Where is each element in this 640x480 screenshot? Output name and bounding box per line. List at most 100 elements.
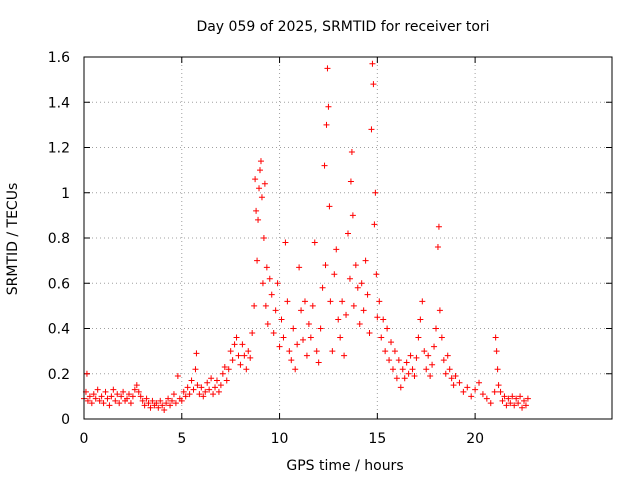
data-point xyxy=(341,352,348,359)
y-axis-label: SRMTID / TECUs xyxy=(5,183,21,296)
data-point xyxy=(245,348,252,355)
data-point xyxy=(325,103,332,110)
data-point xyxy=(147,404,154,411)
data-point xyxy=(446,366,453,373)
data-point xyxy=(260,235,267,241)
data-point xyxy=(301,298,308,305)
data-point xyxy=(237,361,244,368)
data-point xyxy=(515,400,522,407)
data-point xyxy=(300,336,307,343)
data-point xyxy=(256,185,263,192)
data-point xyxy=(104,395,111,402)
data-point xyxy=(417,316,424,323)
data-point xyxy=(388,339,395,346)
data-point xyxy=(219,370,226,377)
data-point xyxy=(233,334,240,341)
data-point xyxy=(184,384,191,391)
data-point xyxy=(247,354,254,361)
data-point xyxy=(98,393,105,400)
data-point xyxy=(503,402,510,409)
data-point xyxy=(198,384,205,391)
data-point xyxy=(294,341,301,348)
data-point xyxy=(409,366,416,373)
data-point xyxy=(448,375,455,382)
data-point xyxy=(391,348,398,355)
data-point xyxy=(278,316,285,323)
data-point xyxy=(143,395,150,402)
data-point xyxy=(94,386,101,393)
data-point xyxy=(317,325,324,332)
y-tick-label: 1.6 xyxy=(48,50,70,66)
data-point xyxy=(378,334,385,341)
data-point xyxy=(257,158,264,165)
data-point xyxy=(120,388,127,395)
data-point xyxy=(272,307,279,314)
data-point xyxy=(440,357,447,364)
data-point xyxy=(425,352,432,359)
data-point xyxy=(100,400,107,407)
data-point xyxy=(395,357,402,364)
data-point xyxy=(450,382,457,389)
data-point xyxy=(88,400,95,407)
x-tick-label: 10 xyxy=(271,431,289,447)
data-point xyxy=(125,391,132,398)
data-point xyxy=(280,334,287,341)
data-point xyxy=(208,375,215,382)
data-point xyxy=(321,162,328,169)
data-point xyxy=(371,221,378,228)
grid xyxy=(84,57,612,419)
data-points xyxy=(81,60,531,413)
data-point xyxy=(456,379,463,386)
data-point xyxy=(522,402,529,409)
data-point xyxy=(192,366,199,373)
data-point xyxy=(322,262,329,269)
data-point xyxy=(200,393,207,400)
data-point xyxy=(90,391,97,398)
x-axis-label: GPS time / hours xyxy=(286,458,403,474)
data-point xyxy=(493,348,500,355)
data-point xyxy=(276,343,283,350)
data-point xyxy=(376,298,383,305)
plot-area-border xyxy=(83,56,613,420)
data-point xyxy=(494,366,501,373)
data-point xyxy=(326,203,333,210)
data-point xyxy=(501,393,508,400)
data-point xyxy=(305,320,312,327)
data-point xyxy=(149,397,156,404)
data-point xyxy=(413,354,420,361)
data-point xyxy=(380,316,387,323)
axis-ticks: 0 0.2 0.4 0.6 0.8 1 1.2 1.4 1.6 0 5 10 15 20 xyxy=(48,50,612,447)
data-point xyxy=(307,334,314,341)
data-point xyxy=(524,395,531,402)
data-point xyxy=(83,370,90,377)
data-point xyxy=(292,366,299,373)
data-point xyxy=(259,280,266,287)
data-point xyxy=(438,334,445,341)
data-point xyxy=(517,393,524,400)
data-point xyxy=(369,60,376,67)
data-point xyxy=(327,298,334,305)
data-point xyxy=(468,393,475,400)
data-point xyxy=(116,400,123,407)
data-point xyxy=(399,366,406,373)
data-point xyxy=(513,395,520,402)
data-point xyxy=(434,244,441,251)
data-point xyxy=(161,406,168,413)
data-point xyxy=(349,212,356,219)
y-tick-label: 0.2 xyxy=(48,367,70,383)
data-point xyxy=(405,370,412,377)
data-point xyxy=(163,400,170,407)
data-point xyxy=(403,359,410,366)
data-point xyxy=(397,384,404,391)
data-point xyxy=(186,391,193,398)
data-point xyxy=(286,348,293,355)
data-point xyxy=(139,397,146,404)
data-point xyxy=(309,302,316,309)
y-tick-label: 0 xyxy=(61,412,70,428)
data-point xyxy=(174,373,181,380)
data-point xyxy=(110,386,117,393)
data-point xyxy=(124,395,131,402)
data-point xyxy=(217,382,224,389)
data-point xyxy=(362,257,369,264)
data-point xyxy=(389,366,396,373)
